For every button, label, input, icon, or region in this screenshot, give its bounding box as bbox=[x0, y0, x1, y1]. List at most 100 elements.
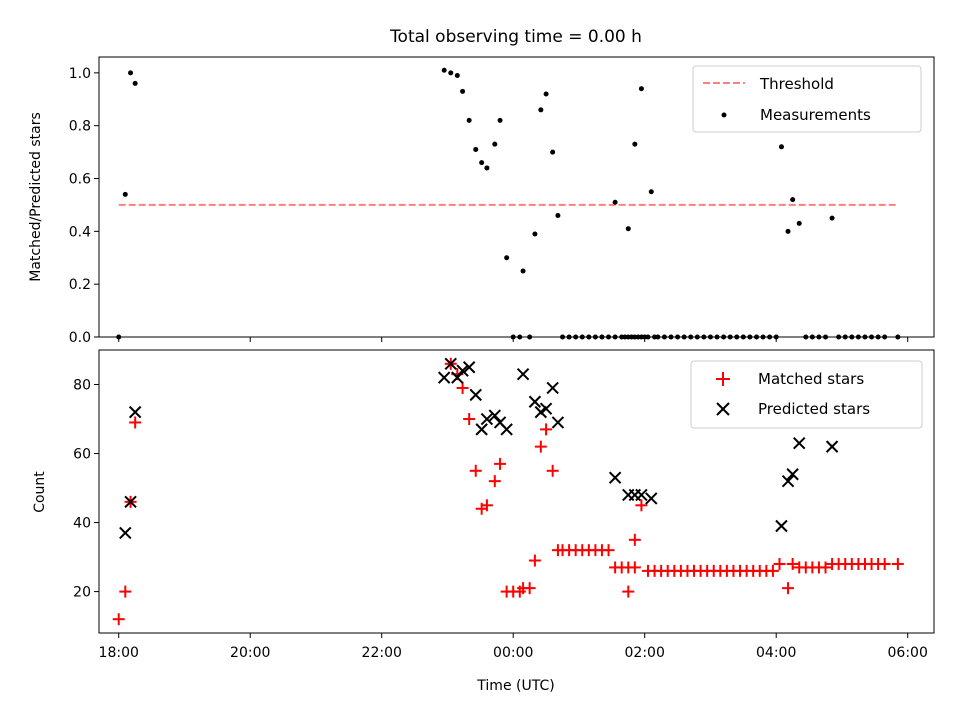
matched-stars-point bbox=[534, 440, 547, 453]
bottom-legend: Matched stars Predicted stars bbox=[690, 360, 923, 429]
y-tick-label: 60 bbox=[73, 447, 91, 463]
bottom-xlabel: Time (UTC) bbox=[476, 678, 554, 694]
matched-stars-point bbox=[602, 544, 615, 557]
matched-stars-point bbox=[112, 613, 125, 626]
measurement-point bbox=[479, 160, 485, 166]
x-tick-label: 02:00 bbox=[625, 645, 665, 661]
predicted-stars-point bbox=[451, 371, 464, 384]
measurement-point bbox=[532, 231, 538, 237]
chart-title: Total observing time = 0.00 h bbox=[389, 27, 642, 47]
measurement-point bbox=[612, 199, 618, 205]
y-tick-label: 0.0 bbox=[69, 330, 91, 346]
top-axes-frame bbox=[98, 56, 935, 338]
predicted-stars-point bbox=[469, 388, 482, 402]
predicted-stars-point bbox=[488, 409, 502, 422]
predicted-stars-point bbox=[124, 495, 137, 509]
predicted-stars-point bbox=[444, 357, 457, 371]
predicted-stars-point bbox=[539, 402, 553, 415]
predicted-stars-point bbox=[500, 423, 513, 436]
matched-stars-point bbox=[819, 561, 832, 574]
predicted-stars-point bbox=[781, 474, 795, 488]
measurement-point bbox=[492, 141, 498, 147]
predicted-stars-point bbox=[645, 492, 658, 505]
matched-stars-point bbox=[628, 561, 641, 574]
matched-stars-point bbox=[773, 557, 786, 570]
matched-stars-point bbox=[766, 564, 779, 577]
legend-measurements-label: Measurements bbox=[760, 106, 871, 124]
measurement-point bbox=[122, 191, 128, 197]
bottom-ylabel: Count bbox=[32, 471, 48, 513]
matched-stars-point bbox=[635, 499, 648, 512]
measurement-point bbox=[128, 70, 134, 76]
predicted-stars-point bbox=[462, 361, 476, 374]
matched-stars-point bbox=[528, 554, 541, 567]
matched-stars-point bbox=[488, 475, 501, 488]
y-tick-label: 0.4 bbox=[69, 224, 91, 240]
measurement-point bbox=[648, 189, 654, 195]
predicted-stars-point bbox=[528, 395, 542, 408]
matched-stars-point bbox=[494, 457, 507, 470]
measurement-point bbox=[790, 197, 796, 203]
legend-matched-swatch bbox=[716, 372, 730, 386]
bottom-axis: 20 40 60 80 18:00 20:00 22:00 00:00 02:00 04:00 06… bbox=[73, 378, 928, 661]
matched-stars-point bbox=[469, 464, 482, 477]
measurement-point bbox=[550, 149, 556, 155]
y-tick-label: 20 bbox=[73, 585, 91, 601]
x-tick-label: 18:00 bbox=[99, 645, 139, 661]
matched-stars-point bbox=[622, 585, 635, 598]
predicted-stars-point bbox=[775, 519, 788, 533]
matched-stars-point bbox=[456, 381, 469, 394]
predicted-stars-point bbox=[516, 367, 530, 381]
measurement-point bbox=[441, 67, 447, 73]
measurement-point bbox=[632, 141, 638, 147]
legend-measurements-swatch bbox=[721, 112, 727, 118]
measurement-point bbox=[448, 70, 454, 76]
x-tick-label: 22:00 bbox=[362, 645, 402, 661]
measurement-point bbox=[132, 80, 138, 86]
count-panel: Count Time (UTC) 20 40 60 80 18:00 20:00 22:00… bbox=[32, 349, 935, 694]
top-ylabel: Matched/Predicted stars bbox=[28, 112, 44, 282]
top-axis: 0.0 0.2 0.4 0.6 0.8 1.0 bbox=[69, 66, 909, 346]
bottom-axes-frame bbox=[98, 349, 935, 634]
measurement-point bbox=[497, 117, 503, 123]
measurement-point bbox=[484, 165, 490, 171]
predicted-stars-point bbox=[437, 371, 451, 384]
y-tick-label: 0.8 bbox=[69, 119, 91, 135]
measurement-point bbox=[454, 72, 460, 78]
measurement-point bbox=[466, 117, 472, 123]
legend-box bbox=[690, 360, 923, 429]
measurement-point bbox=[538, 107, 544, 113]
measurement-point bbox=[555, 212, 561, 218]
matched-stars-point bbox=[119, 585, 132, 598]
legend-box bbox=[692, 65, 922, 133]
y-tick-label: 0.6 bbox=[69, 172, 91, 188]
measurement-point bbox=[638, 86, 644, 92]
x-tick-label: 20:00 bbox=[230, 645, 270, 661]
matched-stars-point bbox=[546, 464, 559, 477]
ratio-panel: Total observing time = 0.00 h Matched/Pr… bbox=[28, 27, 935, 346]
predicted-stars-point bbox=[793, 436, 806, 450]
matched-stars-point bbox=[129, 416, 142, 429]
measurement-point bbox=[829, 215, 835, 221]
matched-stars-point bbox=[786, 557, 799, 570]
measurement-point bbox=[543, 91, 549, 97]
y-tick-label: 1.0 bbox=[69, 66, 91, 82]
bottom-plot-area bbox=[112, 357, 904, 626]
matched-stars-point bbox=[523, 582, 536, 595]
measurement-point bbox=[796, 220, 802, 226]
top-legend: Threshold Measurements bbox=[692, 65, 922, 133]
predicted-stars-point bbox=[635, 488, 648, 502]
measurement-point bbox=[504, 255, 510, 261]
measurement-point bbox=[625, 226, 631, 232]
predicted-stars-point bbox=[475, 423, 488, 436]
predicted-stars-point bbox=[128, 405, 142, 419]
y-tick-label: 40 bbox=[73, 516, 91, 532]
y-tick-label: 0.2 bbox=[69, 277, 91, 293]
x-tick-label: 00:00 bbox=[493, 645, 533, 661]
y-tick-label: 80 bbox=[73, 378, 91, 394]
matched-stars-point bbox=[878, 557, 891, 570]
legend-predicted-swatch bbox=[716, 402, 730, 416]
predicted-stars-point bbox=[786, 468, 799, 481]
measurement-point bbox=[520, 268, 526, 274]
